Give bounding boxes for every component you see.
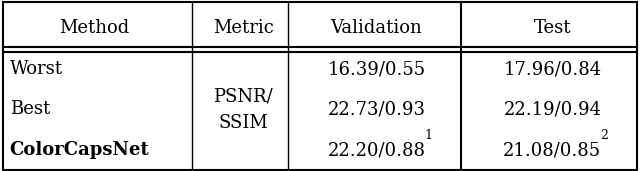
Text: 22.19/0.94: 22.19/0.94 [503,100,602,119]
Text: 22.20/0.88: 22.20/0.88 [327,141,426,160]
Text: Test: Test [534,19,571,37]
Text: 2: 2 [600,129,608,142]
Text: PSNR/
SSIM: PSNR/ SSIM [213,87,273,132]
Text: Worst: Worst [10,60,63,78]
Text: 21.08/0.85: 21.08/0.85 [503,141,602,160]
Text: 17.96/0.84: 17.96/0.84 [503,60,602,78]
Text: Validation: Validation [330,19,422,37]
Text: ColorCapsNet: ColorCapsNet [10,141,149,160]
Text: Best: Best [10,100,50,119]
Text: Metric: Metric [212,19,274,37]
Text: 16.39/0.55: 16.39/0.55 [327,60,426,78]
Text: 22.73/0.93: 22.73/0.93 [327,100,426,119]
Text: Method: Method [60,19,130,37]
Text: 1: 1 [424,129,433,142]
